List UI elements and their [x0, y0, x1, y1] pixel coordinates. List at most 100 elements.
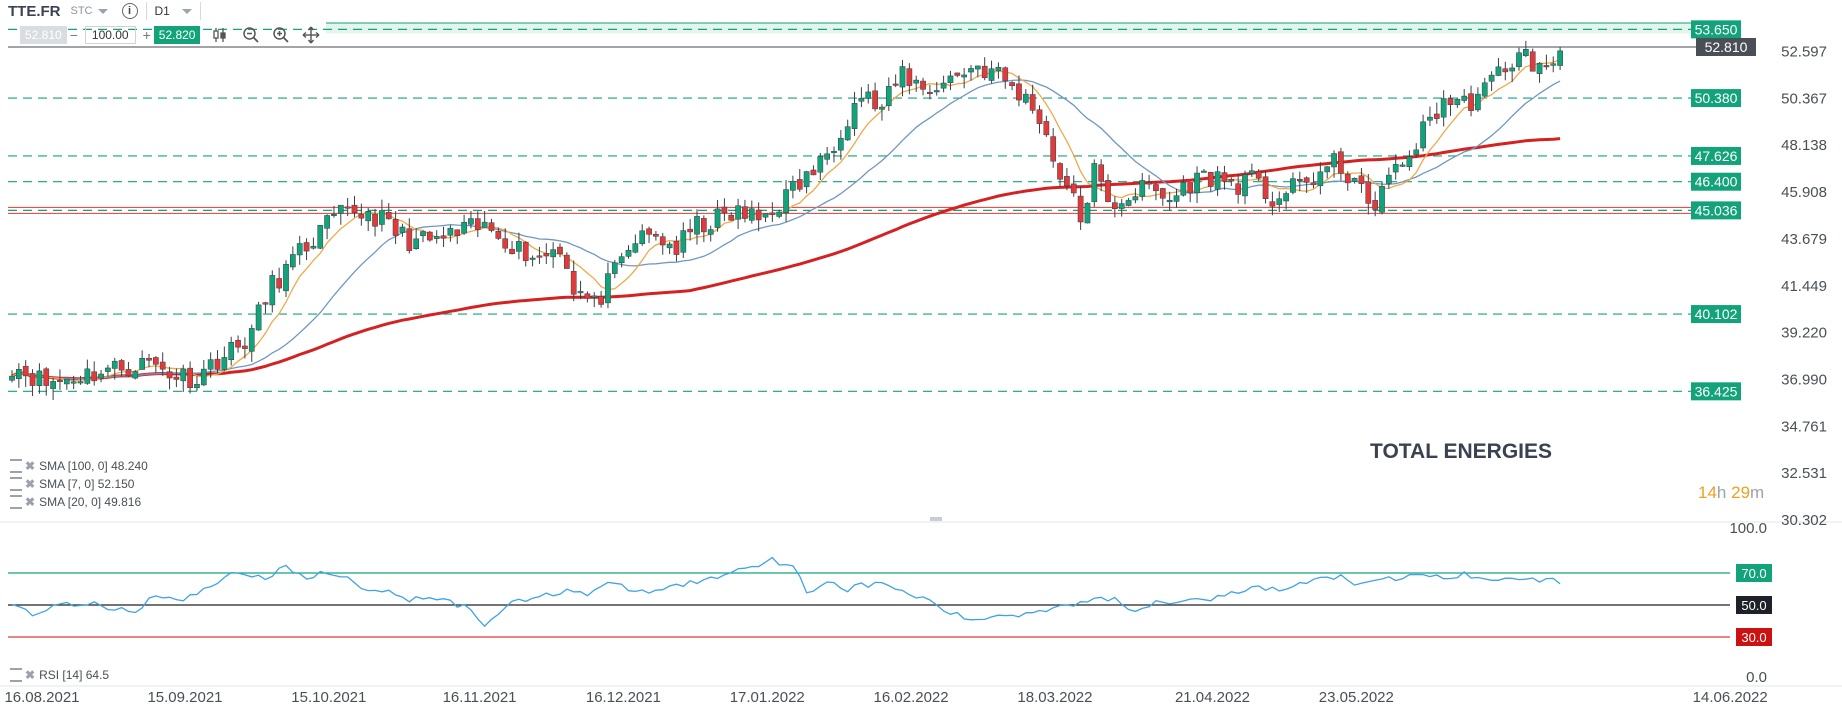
candle[interactable] — [1399, 162, 1406, 168]
candle[interactable] — [1201, 169, 1207, 173]
candle[interactable] — [1475, 87, 1481, 112]
indicator-settings-icon[interactable] — [10, 459, 22, 473]
candle[interactable] — [111, 357, 118, 380]
candle[interactable] — [584, 291, 591, 303]
candle[interactable] — [879, 104, 885, 121]
candle[interactable] — [933, 81, 940, 96]
candle[interactable] — [796, 169, 803, 192]
candle[interactable] — [694, 209, 700, 245]
candle[interactable] — [858, 87, 865, 108]
candle[interactable] — [899, 60, 906, 97]
candle[interactable] — [454, 229, 461, 245]
indicator-settings-icon[interactable] — [10, 477, 22, 491]
sma100-line[interactable] — [11, 137, 1561, 381]
candle[interactable] — [742, 199, 748, 223]
timeframe-select[interactable]: D1 — [154, 4, 170, 18]
candle[interactable] — [783, 180, 789, 222]
candle[interactable] — [755, 202, 762, 232]
candle[interactable] — [1235, 173, 1242, 204]
candle[interactable] — [16, 363, 22, 388]
candle[interactable] — [22, 360, 29, 387]
candle[interactable] — [1159, 187, 1166, 206]
candle[interactable] — [577, 280, 584, 300]
candle[interactable] — [427, 230, 433, 242]
candle[interactable] — [262, 301, 269, 314]
candle[interactable] — [1221, 165, 1228, 190]
candle[interactable] — [1557, 46, 1563, 71]
candle[interactable] — [1529, 48, 1536, 72]
candle[interactable] — [1433, 102, 1440, 124]
candle[interactable] — [961, 68, 967, 89]
candle[interactable] — [728, 212, 735, 221]
candle[interactable] — [885, 77, 892, 111]
level-tag[interactable]: 47.626 — [1691, 146, 1741, 165]
candle[interactable] — [810, 165, 817, 176]
candle[interactable] — [146, 353, 152, 368]
candle[interactable] — [1125, 197, 1132, 207]
candle[interactable] — [1036, 105, 1043, 134]
candle[interactable] — [269, 270, 276, 313]
increase-volume-button[interactable]: + — [142, 27, 151, 43]
candle[interactable] — [1550, 56, 1557, 73]
volume-input[interactable]: 100.00 — [84, 26, 136, 44]
candle[interactable] — [468, 210, 474, 229]
candle[interactable] — [242, 337, 248, 359]
indicator-legend-sma100[interactable]: ✖ SMA [100, 0] 48.240 — [10, 459, 148, 473]
candle[interactable] — [9, 370, 15, 383]
candle[interactable] — [1502, 61, 1509, 81]
candle[interactable] — [1523, 40, 1529, 58]
candle[interactable] — [57, 369, 63, 390]
candle[interactable] — [433, 230, 440, 244]
candle[interactable] — [1091, 159, 1098, 207]
candle[interactable] — [420, 230, 426, 243]
candle[interactable] — [392, 211, 399, 245]
candle[interactable] — [838, 130, 844, 160]
candle[interactable] — [1351, 177, 1358, 184]
candle[interactable] — [1283, 191, 1289, 210]
candle[interactable] — [1118, 199, 1125, 217]
candle[interactable] — [1002, 66, 1009, 89]
candle[interactable] — [1057, 162, 1063, 187]
chevron-down-icon[interactable] — [181, 8, 192, 14]
zoom-out-icon[interactable] — [242, 26, 260, 44]
candle[interactable] — [1207, 171, 1214, 192]
indicator-legend-sma20[interactable]: ✖ SMA [20, 0] 49.816 — [10, 495, 141, 509]
candle[interactable] — [721, 198, 728, 222]
candle[interactable] — [1317, 162, 1324, 195]
candle[interactable] — [707, 225, 714, 242]
candle[interactable] — [1420, 114, 1426, 152]
candle[interactable] — [522, 241, 529, 267]
candle[interactable] — [865, 83, 872, 104]
candle[interactable] — [598, 290, 604, 308]
candle[interactable] — [125, 361, 132, 378]
candle[interactable] — [1194, 166, 1200, 204]
candle[interactable] — [1132, 188, 1139, 204]
rsi-level-tag[interactable]: 70.0 — [1736, 564, 1772, 582]
candle[interactable] — [1392, 154, 1399, 180]
candle[interactable] — [1043, 115, 1050, 137]
candle[interactable] — [1105, 174, 1111, 203]
candle[interactable] — [940, 75, 947, 93]
candle[interactable] — [221, 346, 228, 372]
candle[interactable] — [564, 252, 570, 269]
rsi-level-tag[interactable]: 30.0 — [1736, 628, 1772, 646]
candle[interactable] — [1516, 47, 1522, 71]
indicator-legend-rsi[interactable]: ✖ RSI [14] 64.5 — [10, 668, 109, 682]
candle[interactable] — [1029, 84, 1036, 114]
candle[interactable] — [1022, 89, 1029, 105]
candle[interactable] — [1009, 81, 1015, 91]
candle[interactable] — [461, 214, 467, 235]
candle[interactable] — [892, 74, 899, 88]
candle[interactable] — [50, 377, 56, 401]
level-tag[interactable]: 50.380 — [1691, 89, 1741, 108]
buy-price-button[interactable]: 52.820 — [153, 26, 201, 44]
level-tag[interactable]: 46.400 — [1691, 172, 1741, 191]
close-icon[interactable]: ✖ — [25, 459, 36, 473]
candle[interactable] — [666, 241, 673, 254]
candle[interactable] — [1262, 170, 1269, 204]
candle[interactable] — [91, 361, 98, 386]
rsi-line[interactable] — [11, 556, 1561, 628]
candle[interactable] — [36, 363, 43, 394]
candle[interactable] — [187, 361, 193, 394]
